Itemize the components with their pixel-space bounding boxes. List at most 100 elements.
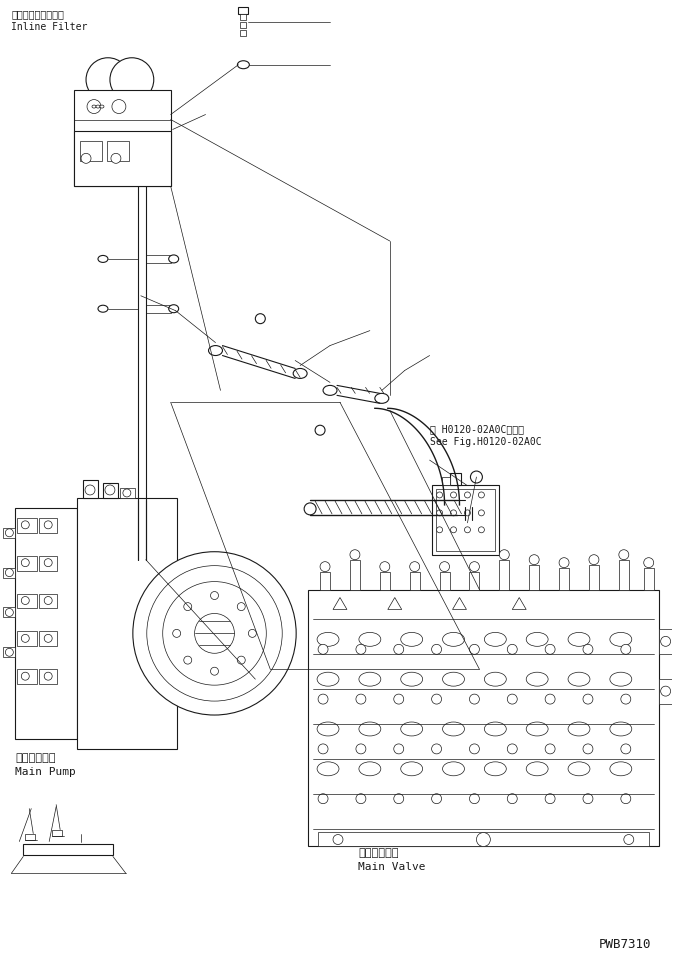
Ellipse shape [610,632,632,646]
Circle shape [470,554,479,565]
Bar [120,488,135,498]
Circle shape [133,551,296,715]
Ellipse shape [359,762,381,776]
Circle shape [320,554,330,565]
Bar [15,508,77,739]
Circle shape [545,644,555,655]
Bar [460,520,477,528]
Circle shape [173,629,180,637]
Circle shape [44,672,52,681]
Bar [39,518,57,533]
Circle shape [184,656,192,664]
Circle shape [5,649,13,656]
Ellipse shape [317,722,339,736]
Circle shape [621,644,631,655]
Bar [659,680,673,704]
Circle shape [621,694,631,704]
Circle shape [350,562,360,572]
Text: メインポンプ: メインポンプ [15,753,56,763]
Bar [146,305,171,312]
Circle shape [450,492,456,498]
Circle shape [5,529,13,537]
Text: PWB7310: PWB7310 [599,938,651,951]
Circle shape [356,694,366,704]
Circle shape [194,613,234,654]
Bar [103,483,118,498]
Bar [17,594,37,608]
Ellipse shape [568,632,590,646]
Circle shape [238,656,245,664]
Bar [24,844,113,855]
Bar [80,142,102,161]
Circle shape [439,549,450,560]
Circle shape [589,562,599,572]
Circle shape [583,793,593,804]
Bar [17,518,37,533]
Ellipse shape [526,722,548,736]
Bar [17,631,37,646]
Circle shape [394,793,404,804]
Circle shape [431,793,441,804]
Circle shape [22,672,29,681]
Bar [240,22,246,28]
Circle shape [318,793,328,804]
Circle shape [87,99,101,114]
Circle shape [356,644,366,655]
Ellipse shape [209,345,223,356]
Ellipse shape [526,632,548,646]
Ellipse shape [526,672,548,686]
Circle shape [499,549,509,560]
Circle shape [545,793,555,804]
Bar [74,131,171,186]
Circle shape [621,793,631,804]
Bar [77,498,176,749]
Circle shape [85,485,95,495]
Circle shape [380,558,390,568]
Circle shape [476,833,491,846]
Circle shape [318,644,328,655]
Ellipse shape [443,632,464,646]
Ellipse shape [568,722,590,736]
Bar [441,477,450,485]
Circle shape [255,313,265,324]
Ellipse shape [400,632,423,646]
Bar [240,13,246,20]
Circle shape [394,694,404,704]
Ellipse shape [100,105,104,108]
Text: インラインフィルタ: インラインフィルタ [11,9,64,19]
Circle shape [450,510,456,516]
Circle shape [479,526,485,533]
Bar [450,473,462,485]
Ellipse shape [485,632,506,646]
Bar [107,142,129,161]
Circle shape [431,694,441,704]
Circle shape [184,602,192,610]
Circle shape [44,597,52,604]
Circle shape [583,694,593,704]
Circle shape [644,558,653,568]
Bar [499,560,509,590]
Text: Main Pump: Main Pump [15,766,76,777]
Circle shape [211,592,219,600]
Circle shape [507,644,518,655]
Circle shape [111,153,121,163]
Ellipse shape [485,722,506,736]
Circle shape [464,510,470,516]
Circle shape [304,503,316,515]
Circle shape [470,694,479,704]
Circle shape [470,471,483,483]
Bar [240,30,246,36]
Ellipse shape [400,672,423,686]
Circle shape [437,526,443,533]
Circle shape [81,153,91,163]
Circle shape [410,554,420,565]
Text: Inline Filter: Inline Filter [11,22,87,32]
Bar [308,590,659,846]
Ellipse shape [317,632,339,646]
Circle shape [545,744,555,754]
Ellipse shape [526,762,548,776]
Circle shape [470,644,479,655]
Circle shape [147,566,282,701]
Bar [26,834,35,840]
Text: See Fig.H0120-02A0C: See Fig.H0120-02A0C [429,437,541,447]
